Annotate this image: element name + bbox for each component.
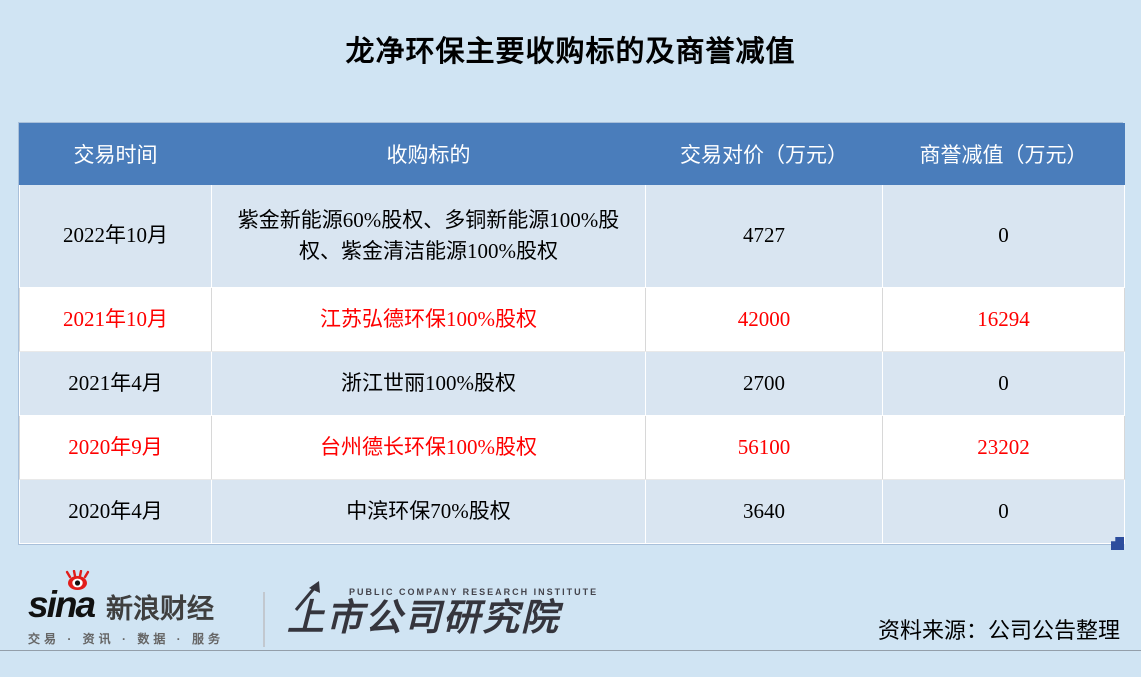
cell-target: 江苏弘德环保100%股权 [211,287,646,352]
cell-price: 2700 [645,351,883,416]
cell-target: 浙江世丽100%股权 [211,351,646,416]
cell-date: 2021年10月 [19,287,212,352]
table-row-highlighted: 2020年9月 台州德长环保100%股权 56100 23202 [19,415,1125,480]
cell-target: 台州德长环保100%股权 [211,415,646,480]
cell-target: 中滨环保70%股权 [211,479,646,544]
cell-impairment: 0 [882,351,1125,416]
sina-finance-name: 新浪财经 [106,593,215,624]
cell-target: 紫金新能源60%股权、多铜新能源100%股权、紫金清洁能源100%股权 [211,184,646,288]
data-source-note: 资料来源：公司公告整理 [877,618,1120,643]
footer-divider-line [0,650,1141,651]
column-header-date: 交易时间 [19,123,212,185]
table-row: 2021年4月 浙江世丽100%股权 2700 0 [19,351,1125,416]
cell-impairment: 0 [882,184,1125,288]
cell-date: 2021年4月 [19,351,212,416]
table-row: 2020年4月 中滨环保70%股权 3640 0 [19,479,1125,544]
research-institute-name: 上市公司研究院 [287,597,560,638]
column-header-price: 交易对价（万元） [645,123,883,185]
cell-impairment: 23202 [882,415,1125,480]
page-title: 龙净环保主要收购标的及商誉减值 [345,36,796,68]
cell-price: 56100 [645,415,883,480]
sina-tagline: 交易 · 资讯 · 数据 · 服务 [28,632,224,646]
cell-date: 2020年4月 [19,479,212,544]
research-institute-subtitle: PUBLIC COMPANY RESEARCH INSTITUTE [349,587,599,597]
logo-divider [263,592,265,647]
sina-finance-logo: sina 新浪财经 交易 · 资讯 · 数据 · 服务 [28,569,224,647]
upward-arrow-icon [290,580,324,619]
cell-impairment: 0 [882,479,1125,544]
table-row: 2022年10月 紫金新能源60%股权、多铜新能源100%股权、紫金清洁能源10… [19,184,1125,288]
table-header-row: 交易时间 收购标的 交易对价（万元） 商誉减值（万元） [19,123,1125,185]
table-row-highlighted: 2021年10月 江苏弘德环保100%股权 42000 16294 [19,287,1125,352]
cell-date: 2020年9月 [19,415,212,480]
cell-date: 2022年10月 [19,184,212,288]
cell-price: 4727 [645,184,883,288]
data-table: 交易时间 收购标的 交易对价（万元） 商誉减值（万元） 2022年10月 紫金新… [19,123,1125,544]
cell-price: 3640 [645,479,883,544]
sina-eye-icon [64,569,94,597]
cell-impairment: 16294 [882,287,1125,352]
sina-wordmark: sina [28,584,96,625]
column-header-impairment: 商誉减值（万元） [882,123,1125,185]
cell-price: 42000 [645,287,883,352]
research-institute-logo: PUBLIC COMPANY RESEARCH INSTITUTE 上市公司研究… [287,587,598,640]
column-header-target: 收购标的 [211,123,646,185]
acquisitions-table: 交易时间 收购标的 交易对价（万元） 商誉减值（万元） 2022年10月 紫金新… [18,122,1125,550]
